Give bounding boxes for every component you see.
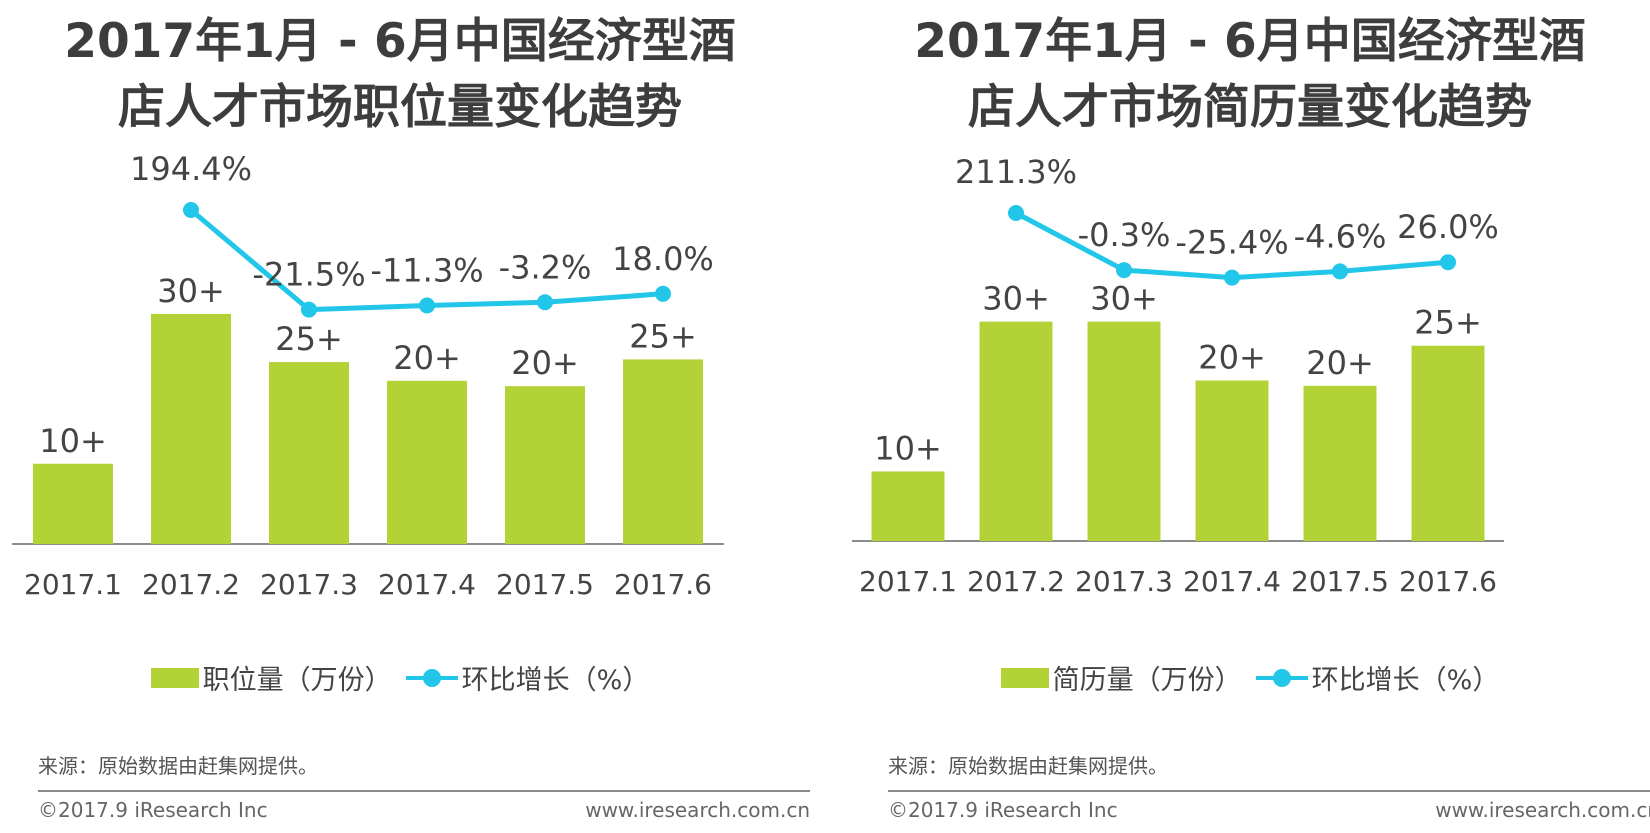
copyright: ©2017.9 iResearch Inc [38,798,268,822]
bar [1303,385,1377,541]
bar-value-label: 20+ [511,344,579,382]
bar [269,362,349,544]
chart-panel-right: 2017年1月 - 6月中国经济型酒 店人才市场简历量变化趋势 2017.1 20… [850,0,1650,833]
bar [151,313,231,544]
combo-chart: 2017.1 2017.2 2017.3 2017.4 2017.5 2017.6 10+ 3… [852,153,1504,598]
legend: 简历量（万份） 环比增长（%） [850,658,1650,697]
legend-line-swatch [1255,668,1308,688]
site-url: www.iresearch.com.cn [1435,798,1650,822]
bar [1195,380,1269,541]
source-note: 来源：原始数据由赶集网提供。 [38,754,318,778]
legend: 职位量（万份） 环比增长（%） [0,658,800,697]
bar [505,386,585,544]
legend-bar-label: 简历量（万份） [1052,665,1242,696]
legend-bar-swatch [150,667,199,688]
growth-point [1440,254,1456,271]
chart-title-line2: 店人才市场职位量变化趋势 [118,80,682,135]
bar [871,471,945,541]
bar-value-label: 20+ [1198,339,1266,377]
x-tick-label: 2017.3 [1075,565,1173,598]
copyright: ©2017.9 iResearch Inc [888,798,1118,822]
growth-value-label: 18.0% [612,240,714,278]
growth-point [1332,263,1348,280]
footer-divider [38,790,810,792]
x-tick-label: 2017.1 [859,565,957,598]
x-tick-label: 2017.3 [260,568,358,601]
x-tick-label: 2017.4 [1183,565,1281,598]
bar-value-label: 30+ [157,272,225,310]
legend-bar-label: 职位量（万份） [202,665,392,696]
x-tick-label: 2017.6 [1399,565,1497,598]
x-tick-label: 2017.4 [378,568,476,601]
x-tick-label: 2017.2 [967,565,1065,598]
growth-value-label: -4.6% [1294,217,1387,255]
growth-value-label: -0.3% [1078,216,1171,254]
bar-value-label: 20+ [393,339,461,377]
growth-point [1008,205,1024,221]
growth-value-label: 211.3% [955,153,1077,191]
combo-chart: 2017.1 2017.2 2017.3 2017.4 2017.5 2017.6 10+ 3… [12,150,724,601]
x-tick-label: 2017.5 [496,568,594,601]
chart-title-line1: 2017年1月 - 6月中国经济型酒 [64,14,736,69]
growth-point [655,285,671,302]
bar-value-label: 10+ [874,429,942,467]
growth-value-label: -21.5% [252,256,365,294]
growth-value-label: -3.2% [499,248,592,286]
bar [1411,345,1485,541]
source-note: 来源：原始数据由赶集网提供。 [888,754,1168,778]
growth-point [419,297,435,314]
x-tick-label: 2017.5 [1291,565,1389,598]
bar [979,321,1053,541]
bar-value-label: 30+ [982,280,1050,318]
x-tick-label: 2017.1 [24,568,122,601]
growth-point [301,301,317,318]
growth-value-label: -11.3% [370,252,483,290]
bar [1087,321,1161,541]
bar [623,359,703,544]
growth-value-label: -25.4% [1175,224,1288,262]
bar-value-label: 10+ [39,422,107,460]
legend-line-label: 环比增长（%） [1311,665,1500,696]
legend-line-label: 环比增长（%） [461,665,650,696]
growth-value-label: 26.0% [1397,208,1499,246]
site-url: www.iresearch.com.cn [585,798,810,822]
x-tick-label: 2017.6 [614,568,712,601]
x-tick-label: 2017.2 [142,568,240,601]
chart-panel-left: 2017年1月 - 6月中国经济型酒 店人才市场职位量变化趋势 2017.1 20… [0,0,810,833]
legend-bar-swatch [1000,667,1049,688]
bar [33,463,113,544]
growth-point [537,294,553,311]
growth-point [1224,269,1240,286]
footer-divider [888,790,1650,792]
bar-value-label: 25+ [275,320,343,358]
bar-value-label: 25+ [1414,304,1482,342]
chart-title-line2: 店人才市场简历量变化趋势 [968,80,1532,135]
chart-title-line1: 2017年1月 - 6月中国经济型酒 [914,14,1586,69]
growth-point [1116,262,1132,279]
growth-value-label: 194.4% [130,150,252,188]
bar-value-label: 20+ [1306,344,1374,382]
growth-point [183,202,199,218]
bar [387,380,467,544]
legend-line-swatch [405,668,458,688]
bar-value-label: 25+ [629,317,697,355]
bar-value-label: 30+ [1090,280,1158,318]
